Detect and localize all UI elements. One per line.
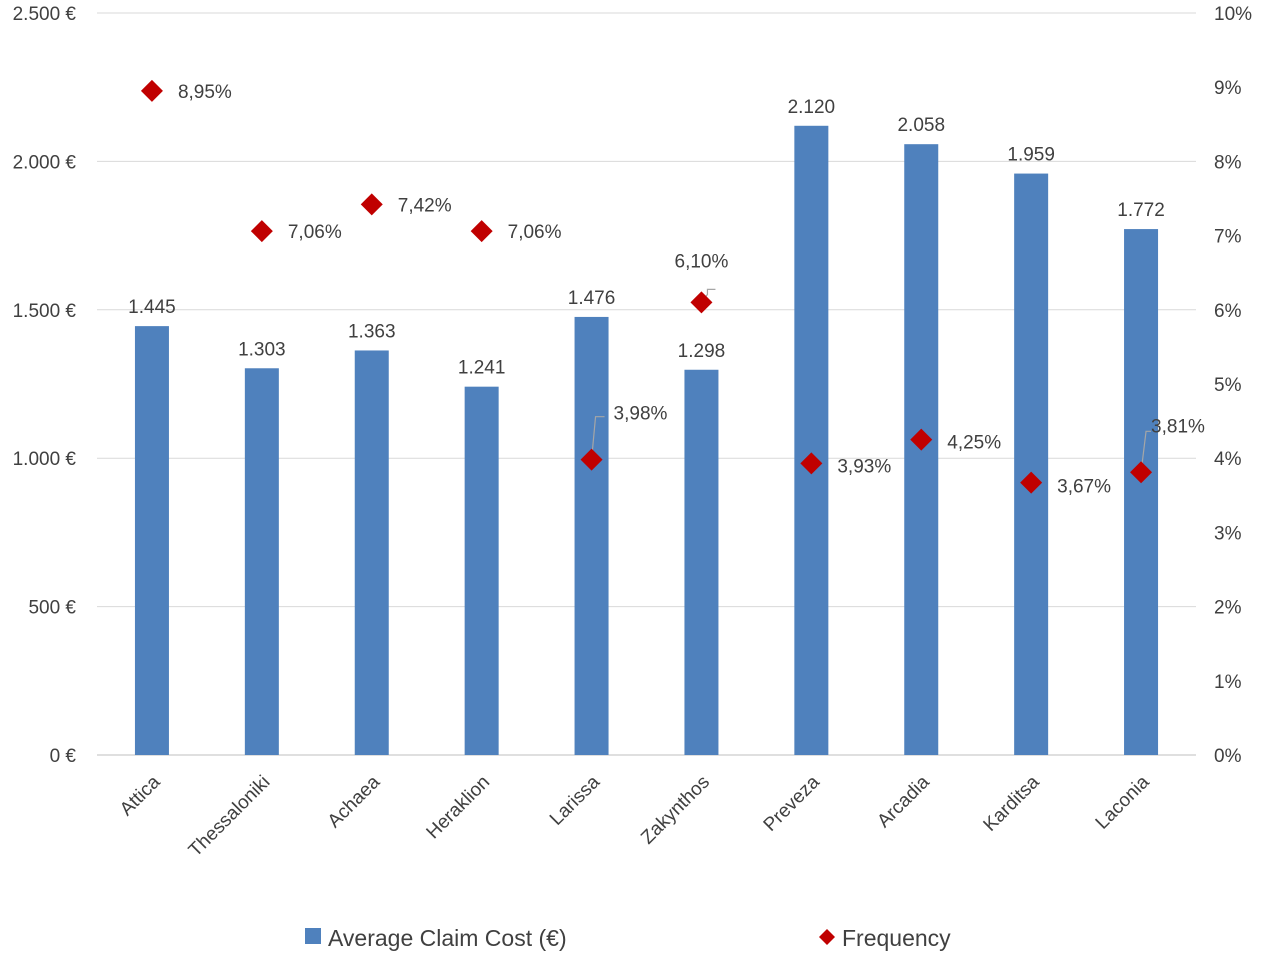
frequency-marker: [800, 452, 823, 475]
legend-diamond-icon: [819, 929, 835, 945]
left-axis-tick-label: 1.500 €: [13, 301, 77, 322]
frequency-data-label: 7,42%: [398, 195, 452, 216]
frequency-marker: [1130, 461, 1153, 484]
frequency-data-label: 3,93%: [837, 456, 891, 477]
bar: [574, 316, 609, 755]
leader-lines: [590, 288, 1152, 473]
frequency-data-label: 4,25%: [947, 433, 1001, 454]
frequency-data-label: 3,67%: [1057, 477, 1111, 498]
bar-data-label: 2.120: [788, 97, 836, 118]
legend-label-average-claim-cost: Average Claim Cost (€): [328, 925, 567, 951]
leader-line: [590, 416, 605, 460]
right-axis-tick-label: 7%: [1214, 227, 1242, 248]
legend-bar-swatch: [305, 928, 321, 944]
bar: [794, 125, 829, 755]
category-label: Larissa: [546, 771, 604, 829]
category-axis: Attica Thessaloniki Achaea Heraklion Larissa…: [116, 771, 1154, 861]
bar: [354, 350, 389, 755]
category-label: Laconia: [1092, 771, 1154, 833]
category-label: Preveza: [760, 771, 824, 835]
frequency-marker: [580, 448, 603, 471]
frequency-marker: [470, 220, 493, 243]
category-label: Heraklion: [423, 772, 495, 844]
bar-data-label: 1.303: [238, 339, 286, 360]
legend-label-frequency: Frequency: [842, 925, 951, 951]
bar: [134, 326, 169, 755]
frequency-data-label: 6,10%: [675, 251, 729, 272]
right-axis-tick-label: 8%: [1214, 152, 1242, 173]
bar-data-label: 1.476: [568, 288, 616, 309]
category-label: Arcadia: [873, 771, 934, 832]
left-axis-tick-label: 0 €: [50, 746, 77, 767]
bar: [244, 368, 279, 755]
bar-data-labels: 1.445 1.303 1.363 1.241 1.476 1.298 2.120 2.058…: [128, 97, 1165, 379]
frequency-marker: [140, 79, 163, 102]
bar: [1124, 229, 1159, 755]
right-axis-tick-label: 0%: [1214, 746, 1242, 767]
frequency-data-label: 3,98%: [614, 404, 668, 425]
right-axis-tick-label: 5%: [1214, 375, 1242, 396]
category-label: Attica: [116, 771, 165, 820]
bar: [684, 369, 719, 755]
frequency-marker: [250, 220, 273, 243]
right-axis: 0% 1% 2% 3% 4% 5% 6% 7% 8% 9% 10%: [1214, 4, 1252, 767]
bar-data-label: 1.363: [348, 321, 396, 342]
left-axis-tick-label: 2.500 €: [13, 4, 77, 25]
bar-data-label: 1.772: [1117, 200, 1165, 221]
bar-data-label: 1.445: [128, 297, 176, 318]
leader-line: [1140, 430, 1152, 473]
category-label: Achaea: [324, 771, 385, 832]
frequency-data-labels: 8,95% 7,06% 7,42% 7,06% 3,98% 6,10% 3,93% 4,25%…: [178, 82, 1205, 498]
left-axis-tick-label: 1.000 €: [13, 449, 77, 470]
frequency-data-label: 7,06%: [508, 222, 562, 243]
right-axis-tick-label: 3%: [1214, 523, 1242, 544]
right-axis-tick-label: 10%: [1214, 4, 1252, 25]
frequency-marker: [360, 193, 383, 216]
left-axis-tick-label: 500 €: [28, 598, 76, 619]
legend: Average Claim Cost (€) Frequency: [305, 925, 951, 951]
frequency-series: [140, 79, 1153, 494]
right-axis-tick-label: 6%: [1214, 301, 1242, 322]
bar: [1014, 173, 1049, 756]
left-axis-tick-label: 2.000 €: [13, 152, 77, 173]
bar-data-label: 1.241: [458, 358, 506, 379]
left-axis: 0 € 500 € 1.000 € 1.500 € 2.000 € 2.500 €: [13, 4, 77, 767]
right-axis-tick-label: 4%: [1214, 449, 1242, 470]
category-label: Zakynthos: [637, 772, 714, 849]
frequency-data-label: 8,95%: [178, 82, 232, 103]
bar-data-label: 1.298: [678, 341, 726, 362]
right-axis-tick-label: 9%: [1214, 78, 1242, 99]
bar-data-label: 2.058: [897, 115, 945, 136]
frequency-marker: [690, 291, 713, 314]
gridlines: [97, 12, 1196, 756]
right-axis-tick-label: 1%: [1214, 672, 1242, 693]
bar-data-label: 1.959: [1007, 145, 1055, 166]
frequency-data-label: 7,06%: [288, 222, 342, 243]
frequency-data-label: 3,81%: [1151, 416, 1205, 437]
bar-series: [134, 125, 1159, 756]
frequency-marker: [910, 428, 933, 451]
bar: [464, 386, 499, 755]
frequency-marker: [1020, 471, 1043, 494]
category-label: Karditsa: [980, 771, 1044, 835]
category-label: Thessaloniki: [185, 772, 275, 862]
right-axis-tick-label: 2%: [1214, 598, 1242, 619]
